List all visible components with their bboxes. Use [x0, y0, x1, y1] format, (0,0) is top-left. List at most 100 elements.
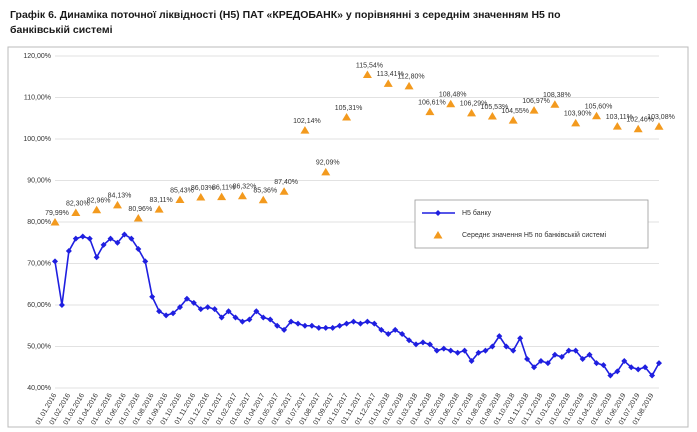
data-label: 79,99% — [45, 210, 69, 217]
data-label: 103,08% — [647, 114, 675, 121]
point — [440, 345, 447, 352]
point — [52, 258, 58, 265]
point — [114, 239, 121, 246]
chart-border — [7, 46, 689, 428]
point — [315, 324, 322, 331]
point — [50, 218, 60, 226]
point — [322, 324, 329, 331]
point — [288, 318, 295, 325]
point — [482, 347, 489, 354]
point — [593, 360, 600, 367]
point — [600, 362, 607, 369]
data-label: 106,29% — [460, 101, 488, 108]
point — [135, 245, 142, 252]
point — [487, 112, 497, 120]
point — [121, 231, 128, 238]
y-tick-label: 50,00% — [27, 343, 51, 350]
data-label: 113,41% — [377, 71, 404, 78]
point — [170, 310, 177, 317]
point — [531, 364, 538, 371]
point — [537, 358, 544, 365]
point — [426, 341, 433, 348]
point — [342, 112, 352, 121]
point — [350, 318, 357, 325]
point — [607, 372, 614, 379]
series-line — [54, 233, 660, 377]
point — [260, 314, 267, 321]
data-label: 86,32% — [233, 184, 257, 191]
point — [279, 187, 289, 195]
point — [433, 347, 440, 354]
point — [225, 308, 232, 315]
point — [211, 306, 218, 313]
point — [404, 81, 414, 90]
point — [196, 192, 206, 201]
point — [447, 347, 454, 354]
data-label: 103,90% — [564, 111, 592, 118]
point — [612, 122, 622, 130]
chart-title: Графік 6. Динаміка поточної ліквідності … — [10, 9, 561, 36]
point — [308, 322, 315, 329]
point — [496, 333, 503, 340]
point — [399, 331, 406, 338]
y-tick-label: 80,00% — [27, 219, 51, 226]
point — [362, 70, 372, 79]
point — [364, 318, 371, 325]
y-tick-label: 90,00% — [27, 177, 51, 184]
point — [524, 355, 531, 362]
point — [571, 118, 581, 127]
point — [413, 341, 420, 348]
point — [142, 258, 149, 265]
point — [558, 353, 565, 360]
data-label: 103,11% — [606, 114, 633, 121]
point — [86, 235, 93, 242]
point — [633, 124, 643, 133]
point — [642, 364, 649, 371]
point — [133, 214, 143, 222]
point — [529, 106, 539, 114]
point — [454, 349, 461, 356]
point — [446, 99, 456, 108]
point — [217, 192, 227, 201]
point — [237, 191, 247, 200]
data-label: 87,40% — [274, 179, 298, 186]
point — [489, 343, 496, 350]
y-tick-label: 120,00% — [23, 53, 51, 60]
data-label: 85,36% — [253, 188, 277, 195]
data-label: 82,96% — [87, 198, 111, 205]
point — [149, 293, 156, 300]
point — [343, 320, 350, 327]
point — [649, 372, 656, 379]
point — [321, 167, 331, 176]
point — [294, 320, 301, 327]
point — [635, 366, 642, 373]
y-tick-label: 60,00% — [27, 302, 51, 309]
point — [71, 208, 81, 216]
point — [176, 304, 183, 311]
point — [336, 322, 343, 329]
point — [79, 233, 86, 240]
data-label: 104,55% — [501, 108, 529, 115]
point — [329, 324, 336, 331]
point — [468, 358, 475, 365]
point — [614, 368, 621, 375]
point — [112, 200, 122, 209]
data-label: 102,46% — [626, 117, 654, 124]
legend-label: Н5 банку — [462, 209, 492, 217]
legend-box — [414, 199, 649, 249]
point — [392, 326, 399, 333]
data-label: 84,13% — [108, 193, 132, 200]
y-tick-label: 70,00% — [27, 260, 51, 267]
point — [517, 335, 524, 342]
point — [572, 347, 579, 354]
point — [508, 116, 518, 124]
point — [92, 205, 102, 214]
data-label: 115,54% — [356, 62, 383, 69]
point — [475, 349, 482, 356]
point — [503, 343, 510, 350]
point — [204, 304, 211, 311]
point — [378, 326, 385, 333]
point — [175, 195, 185, 203]
point — [565, 347, 572, 354]
